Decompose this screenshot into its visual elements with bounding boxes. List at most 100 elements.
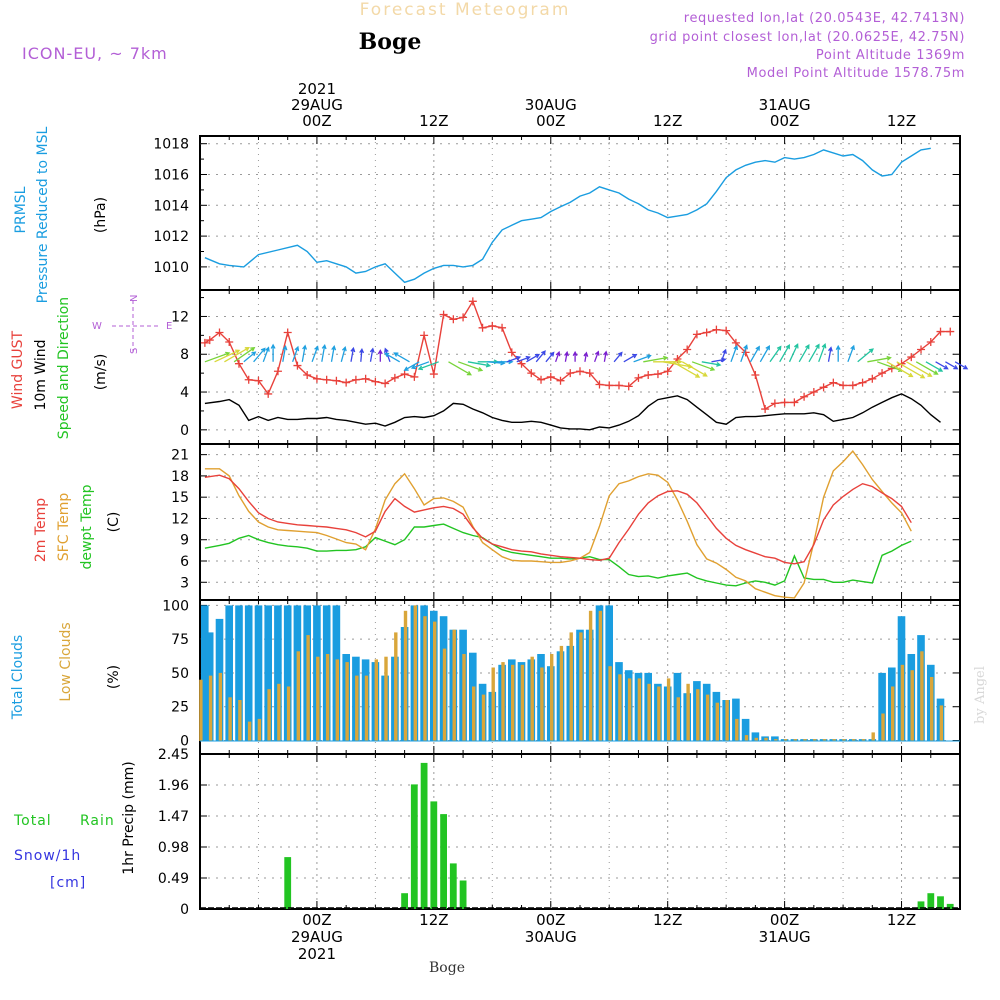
temp-series	[204, 449, 912, 599]
wind-gust-marker	[546, 372, 555, 381]
location-title: Boge	[359, 29, 422, 55]
wind-direction-arrow	[340, 345, 347, 362]
wind-gust-marker	[731, 338, 740, 347]
wind-direction-arrow	[506, 355, 522, 363]
top-time-label: 12Z	[653, 112, 682, 130]
rain-bar	[459, 880, 467, 909]
wind-direction-arrow	[393, 352, 410, 363]
wind-gust-marker	[556, 376, 565, 385]
low-cloud-bar	[764, 737, 768, 741]
wind-direction-arrow	[701, 361, 722, 367]
wind-direction-arrow	[403, 361, 420, 371]
precip-legend-total: Total	[13, 813, 52, 829]
wind-gust-marker	[410, 372, 419, 381]
clouds-y-tick-label: 0	[180, 733, 189, 749]
wind-direction-arrow	[827, 346, 833, 362]
temp-y-tick-label: 6	[180, 554, 189, 570]
wind-direction-arrow	[301, 344, 308, 362]
compass-n: N	[129, 295, 140, 302]
low-cloud-bar	[472, 686, 476, 741]
wind-gust-marker	[429, 370, 438, 379]
wind-direction-arrow	[945, 361, 959, 370]
low-cloud-bar	[403, 610, 408, 741]
wind-gust-marker	[488, 321, 497, 330]
top-time-label: 31AUG	[759, 96, 811, 114]
wind-gust-marker	[663, 367, 672, 376]
wind-direction-arrow	[243, 351, 257, 363]
wind-gust-marker	[692, 330, 701, 339]
total-cloud-bar	[274, 605, 282, 741]
pressure-y-tick-label: 1010	[153, 260, 189, 276]
wind-direction-arrow	[906, 361, 933, 377]
clouds-y-tick-label: 25	[171, 700, 189, 716]
cloud-labels: Total Clouds Low Clouds (%)	[10, 622, 122, 720]
wind-direction-arrow	[214, 349, 241, 363]
low-cloud-bar	[325, 654, 330, 741]
wind-direction-arrow	[321, 343, 327, 362]
wind-gust-marker	[371, 377, 380, 386]
low-cloud-bar	[754, 737, 758, 741]
wind-label-unit: (m/s)	[93, 354, 109, 391]
wind-direction-arrow	[954, 361, 969, 370]
rain-bar	[284, 857, 292, 909]
total-cloud-bar	[741, 718, 750, 741]
rain-bar	[937, 896, 944, 909]
low-cloud-bar	[637, 678, 642, 741]
wind-direction-arrow	[516, 355, 531, 363]
wind-y-tick-label: 4	[180, 385, 189, 401]
cloud-label-total: Total Clouds	[10, 635, 26, 720]
low-cloud-bar	[900, 664, 905, 741]
top-time-label: 00Z	[302, 112, 331, 130]
low-cloud-bar	[881, 713, 885, 741]
low-cloud-bar	[657, 686, 661, 741]
low-cloud-bar	[316, 656, 320, 741]
wind-gust-marker	[468, 297, 477, 306]
compass-e: E	[166, 321, 172, 332]
low-cloud-bar	[852, 739, 856, 741]
low-cloud-bar	[559, 645, 564, 741]
low-cloud-bar	[238, 700, 242, 741]
wind-gust-marker	[819, 383, 828, 392]
wind-direction-arrow	[633, 354, 652, 363]
wind-gust-marker	[624, 382, 633, 391]
low-cloud-bar	[374, 659, 378, 741]
wind-gust-marker	[420, 331, 429, 340]
wind-direction-arrow	[224, 347, 250, 363]
precip-y-tick-label: 0.49	[158, 871, 189, 887]
low-cloud-bar	[540, 667, 544, 741]
low-cloud-bar	[413, 605, 417, 741]
pressure-y-tick-label: 1014	[153, 198, 189, 214]
temp-y-tick-label: 9	[180, 533, 189, 549]
wind-gust-marker	[264, 389, 273, 398]
wind-direction-arrow	[935, 361, 949, 370]
wind-gust-marker	[215, 328, 224, 337]
wind-direction-arrow	[867, 355, 892, 363]
wind-gust-marker	[809, 388, 818, 397]
wind-direction-arrow	[720, 348, 727, 363]
low-cloud-bar	[930, 677, 934, 741]
wind-direction-arrow	[448, 361, 472, 376]
wind-gust-marker	[585, 369, 594, 378]
point-altitude: Point Altitude 1369m	[816, 48, 965, 63]
wind-direction-arrow	[291, 345, 300, 363]
low-cloud-bar	[666, 678, 671, 741]
low-cloud-bar	[511, 664, 515, 741]
rain-bar	[449, 863, 457, 909]
temp-y-tick-label: 21	[171, 448, 189, 464]
surface-temp-line	[204, 449, 912, 599]
wind-gust-marker	[303, 371, 312, 380]
meteogram-title: Forecast Meteogram	[360, 0, 571, 20]
watermark: by Angel	[973, 666, 988, 724]
low-cloud-bar	[715, 702, 719, 741]
wind-gust-marker	[839, 381, 848, 390]
wind-gust-marker	[507, 348, 516, 357]
top-time-label: 00Z	[536, 112, 565, 130]
temp-y-tick-label: 18	[171, 469, 189, 485]
low-cloud-bar	[783, 739, 788, 741]
wind-direction-arrow	[643, 355, 669, 363]
rain-bar	[430, 801, 438, 909]
low-cloud-bar	[569, 632, 573, 741]
wind-direction-arrow	[779, 344, 790, 363]
wind-gust-marker	[459, 313, 468, 322]
